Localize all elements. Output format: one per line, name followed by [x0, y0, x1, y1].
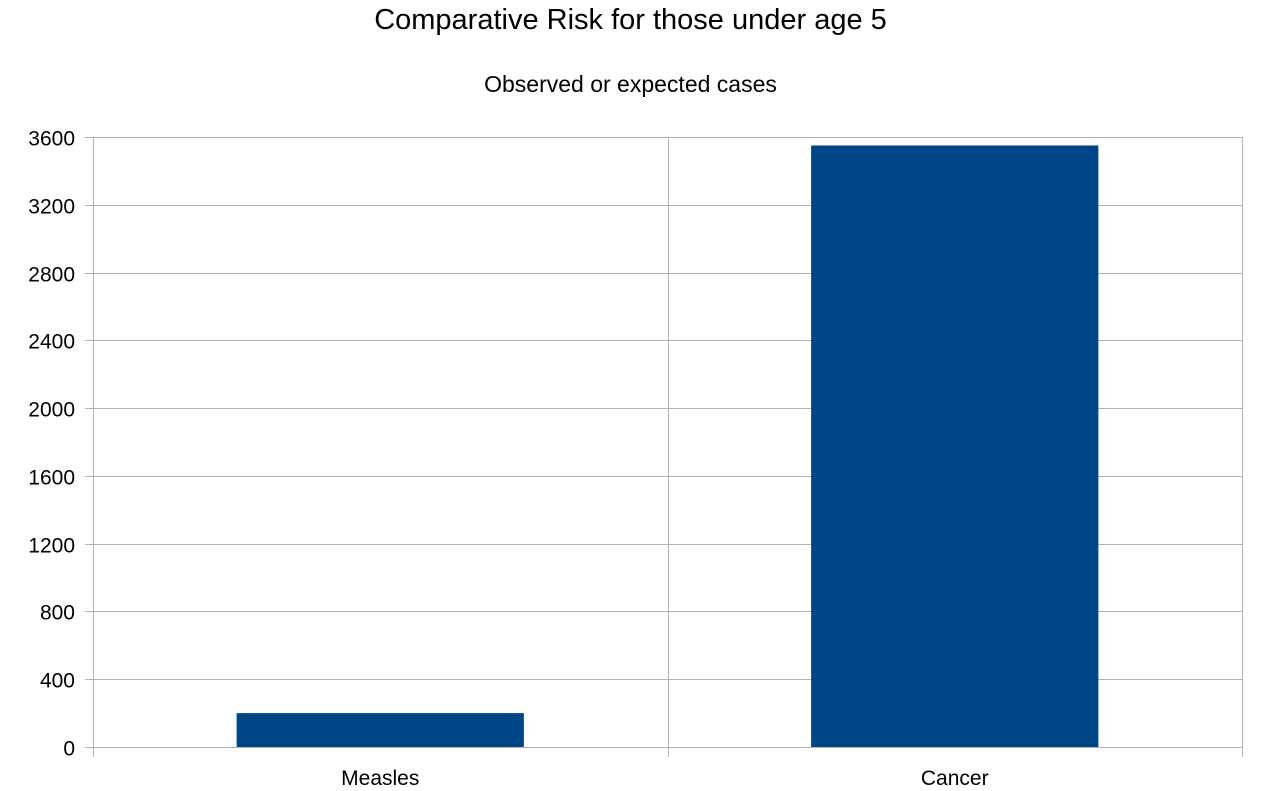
y-tick-label: 800	[40, 602, 75, 625]
y-tick-label: 0	[63, 738, 75, 761]
y-tick-label: 3200	[28, 196, 75, 219]
y-tick-label: 3600	[28, 128, 75, 151]
chart-title: Comparative Risk for those under age 5	[374, 4, 887, 36]
x-tick-label: Measles	[341, 767, 419, 790]
y-tick-label: 2000	[28, 399, 75, 422]
bar-measles	[236, 713, 524, 747]
y-tick-label: 1600	[28, 467, 75, 490]
axes	[85, 137, 1243, 757]
chart-subtitle: Observed or expected cases	[484, 71, 777, 97]
bar-cancer	[811, 145, 1099, 747]
y-tick-label: 400	[40, 670, 75, 693]
tick-labels: 0 400 800 1200 1600 2000 2400 2800 3200 3600 Measl…	[28, 128, 988, 791]
bars	[236, 145, 1099, 747]
y-tick-label: 2400	[28, 331, 75, 354]
x-tick-label: Cancer	[921, 767, 989, 790]
y-tick-label: 1200	[28, 535, 75, 558]
y-tick-label: 2800	[28, 264, 75, 287]
